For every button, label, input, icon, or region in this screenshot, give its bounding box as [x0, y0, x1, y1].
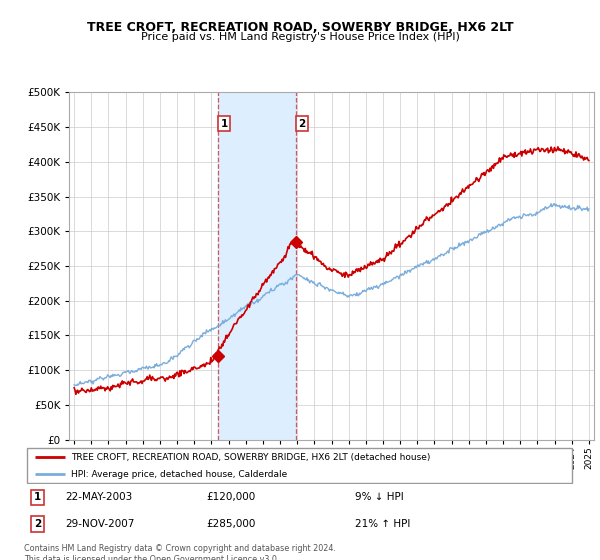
- FancyBboxPatch shape: [27, 448, 572, 483]
- Text: 9% ↓ HPI: 9% ↓ HPI: [355, 492, 404, 502]
- Text: TREE CROFT, RECREATION ROAD, SOWERBY BRIDGE, HX6 2LT (detached house): TREE CROFT, RECREATION ROAD, SOWERBY BRI…: [71, 453, 430, 462]
- Text: Contains HM Land Registry data © Crown copyright and database right 2024.
This d: Contains HM Land Registry data © Crown c…: [24, 544, 336, 560]
- Text: 2: 2: [298, 119, 305, 129]
- Text: TREE CROFT, RECREATION ROAD, SOWERBY BRIDGE, HX6 2LT: TREE CROFT, RECREATION ROAD, SOWERBY BRI…: [86, 21, 514, 34]
- Text: 22-MAY-2003: 22-MAY-2003: [65, 492, 133, 502]
- Text: 29-NOV-2007: 29-NOV-2007: [65, 519, 135, 529]
- Text: 21% ↑ HPI: 21% ↑ HPI: [355, 519, 410, 529]
- Text: HPI: Average price, detached house, Calderdale: HPI: Average price, detached house, Cald…: [71, 470, 287, 479]
- Text: £120,000: £120,000: [206, 492, 256, 502]
- Text: Price paid vs. HM Land Registry's House Price Index (HPI): Price paid vs. HM Land Registry's House …: [140, 32, 460, 43]
- Text: 1: 1: [34, 492, 41, 502]
- Text: 2: 2: [34, 519, 41, 529]
- Text: £285,000: £285,000: [206, 519, 256, 529]
- Bar: [218, 92, 296, 440]
- Text: 1: 1: [220, 119, 227, 129]
